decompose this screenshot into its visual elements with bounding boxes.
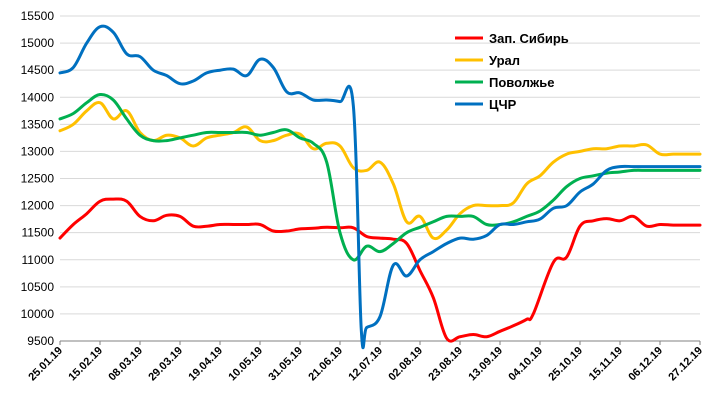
legend-label-3: ЦЧР	[489, 97, 517, 112]
y-tick-label: 14000	[21, 90, 55, 104]
x-tick-label: 19.04.19	[186, 345, 225, 384]
x-axis-ticks: 25.01.19 15.02.19 08.03.19 29.03.19 19.04.19…	[26, 341, 705, 383]
y-tick-label: 15000	[21, 36, 55, 50]
y-axis-ticks: 9500 10000 10500 11000 11500 12000 12500 13000 1…	[21, 9, 55, 348]
legend-label-1: Урал	[489, 53, 520, 68]
x-tick-label: 02.08.19	[386, 345, 425, 384]
y-tick-label: 13000	[21, 144, 55, 158]
y-tick-label: 10000	[21, 307, 55, 321]
x-tick-label: 06.12.19	[626, 345, 665, 384]
x-tick-label: 04.10.19	[506, 345, 545, 384]
x-tick-label: 25.10.19	[546, 345, 585, 384]
y-tick-label: 11000	[22, 253, 55, 267]
x-tick-label: 31.05.19	[266, 345, 305, 384]
x-tick-label: 08.03.19	[106, 345, 145, 384]
series-line-0	[58, 197, 702, 343]
y-tick-label: 10500	[21, 280, 55, 294]
x-tick-label: 23.08.19	[426, 345, 465, 384]
x-tick-label: 15.11.19	[587, 345, 625, 383]
legend-label-0: Зап. Сибирь	[489, 31, 569, 46]
series-line-1	[58, 100, 702, 241]
series-line-2	[58, 92, 702, 262]
x-tick-label: 29.03.19	[146, 345, 185, 384]
y-tick-label: 11500	[22, 226, 55, 240]
grid-layer	[60, 15, 700, 342]
x-tick-label: 12.07.19	[346, 345, 385, 384]
x-tick-label: 21.06.19	[306, 345, 345, 384]
x-tick-label: 27.12.19	[666, 345, 705, 384]
legend: Зап. Сибирь Урал Поволжье ЦЧР	[455, 31, 569, 112]
legend-label-2: Поволжье	[489, 75, 554, 90]
x-tick-label: 15.02.19	[66, 345, 105, 384]
x-tick-label: 10.05.19	[226, 345, 265, 384]
y-tick-label: 12500	[21, 172, 55, 186]
y-tick-label: 13500	[21, 117, 55, 131]
series-line-3	[58, 24, 702, 350]
y-tick-label: 14500	[21, 63, 55, 77]
x-tick-label: 13.09.19	[466, 345, 505, 384]
series-layer	[58, 24, 702, 350]
y-tick-label: 9500	[27, 334, 54, 348]
x-tick-label: 25.01.19	[26, 345, 65, 384]
y-tick-label: 15500	[21, 9, 55, 23]
y-tick-label: 12000	[21, 199, 55, 213]
